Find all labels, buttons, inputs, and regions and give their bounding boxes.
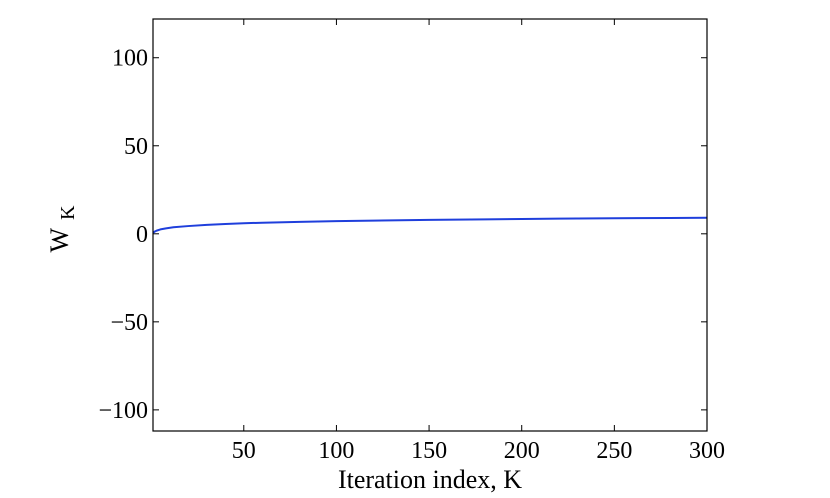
y-axis-title: W K <box>45 205 79 253</box>
x-tick-label: 100 <box>318 438 354 464</box>
y-tick-label: 50 <box>124 134 148 160</box>
x-tick-label: 200 <box>504 438 540 464</box>
y-tick-label: −50 <box>110 310 148 336</box>
series-line <box>152 216 708 234</box>
plot-frame <box>152 18 708 432</box>
y-tick-label: 100 <box>112 46 148 72</box>
x-axis-title: Iteration index, K <box>338 465 522 494</box>
y-axis-title-subscript: K <box>57 205 79 220</box>
x-tick-label: 300 <box>689 438 725 464</box>
x-tick-label: 150 <box>411 438 447 464</box>
x-tick-label: 250 <box>596 438 632 464</box>
y-tick-label: −100 <box>98 398 148 424</box>
y-tick-label: 0 <box>136 222 148 248</box>
y-axis-title-main: W <box>45 228 74 253</box>
series-layer <box>152 216 708 234</box>
tick-layer: 50 100 150 200 250 300 −100 −50 0 50 100 <box>98 19 725 464</box>
x-tick-label: 50 <box>232 438 256 464</box>
